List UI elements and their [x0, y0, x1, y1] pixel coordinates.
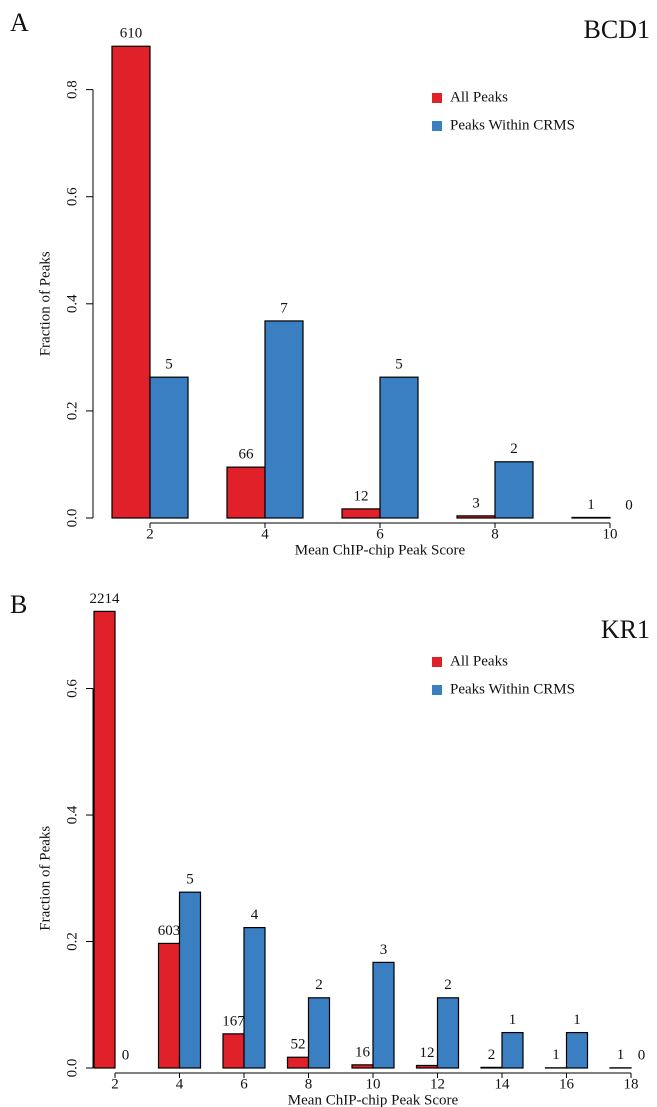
legend-label: All Peaks — [450, 89, 508, 105]
value-label: 12 — [354, 488, 369, 504]
value-label: 2214 — [90, 591, 121, 607]
value-label: 1 — [552, 1047, 560, 1063]
bar — [480, 1066, 503, 1069]
chart-title: BCD1 — [584, 15, 650, 44]
legend-swatch — [432, 93, 442, 103]
bar — [436, 997, 460, 1069]
bar — [222, 1033, 245, 1069]
bar — [351, 1064, 374, 1069]
x-tick-label: 10 — [603, 526, 618, 542]
value-label: 610 — [120, 26, 143, 42]
bar — [565, 1031, 589, 1069]
legend-label: All Peaks — [450, 653, 508, 669]
bar — [226, 466, 266, 519]
value-label: 2 — [444, 977, 452, 993]
value-label: 52 — [291, 1037, 306, 1053]
legend-label: Peaks Within CRMS — [450, 681, 575, 697]
value-label: 2 — [315, 977, 323, 993]
bar — [307, 997, 331, 1069]
x-tick-label: 10 — [366, 1076, 381, 1092]
bar — [372, 961, 395, 1069]
bar — [341, 508, 381, 519]
legend-swatch — [432, 657, 442, 667]
y-tick-label: 0.2 — [64, 402, 80, 421]
value-label: 2 — [510, 441, 518, 457]
value-label: 167 — [222, 1013, 245, 1029]
value-label: 1 — [509, 1012, 517, 1028]
bar — [243, 926, 266, 1069]
value-label: 5 — [186, 872, 194, 888]
legend-label: Peaks Within CRMS — [450, 117, 575, 133]
bar — [264, 320, 304, 519]
value-label: 12 — [420, 1045, 435, 1061]
bar — [494, 461, 534, 519]
bar — [157, 942, 181, 1069]
y-axis-label: Fraction of Peaks — [37, 251, 53, 356]
value-label: 3 — [380, 942, 388, 958]
x-tick-label: 4 — [176, 1076, 184, 1092]
value-label: 2 — [488, 1047, 496, 1063]
y-tick-label: 0.6 — [64, 679, 80, 698]
bar — [501, 1031, 524, 1069]
bar — [286, 1056, 310, 1069]
x-axis-label: Mean ChIP-chip Peak Score — [288, 1092, 459, 1107]
value-label: 1 — [573, 1012, 581, 1028]
y-tick-label: 0.2 — [64, 932, 80, 951]
bar — [456, 515, 496, 519]
value-label: 1 — [617, 1047, 625, 1063]
value-label: 16 — [355, 1044, 371, 1060]
bar — [415, 1064, 439, 1069]
value-label: 66 — [239, 447, 255, 463]
x-tick-label: 16 — [559, 1076, 575, 1092]
bar — [111, 45, 151, 519]
value-label: 0 — [122, 1047, 130, 1063]
value-label: 7 — [280, 300, 288, 316]
value-label: 0 — [625, 497, 633, 513]
y-tick-label: 0.4 — [64, 294, 80, 313]
x-tick-label: 6 — [240, 1076, 248, 1092]
legend-swatch — [432, 121, 442, 131]
panel-letter: B — [10, 590, 27, 619]
value-label: 5 — [395, 357, 403, 373]
y-axis-label: Fraction of Peaks — [37, 826, 53, 931]
x-tick-label: 2 — [111, 1076, 119, 1092]
y-tick-label: 0.0 — [64, 1059, 80, 1078]
value-label: 603 — [158, 923, 181, 939]
y-tick-label: 0.4 — [64, 805, 80, 824]
legend-swatch — [432, 685, 442, 695]
bar — [93, 610, 116, 1069]
x-tick-label: 4 — [261, 526, 269, 542]
x-tick-label: 8 — [491, 526, 499, 542]
y-tick-label: 0.6 — [64, 187, 80, 206]
x-tick-label: 12 — [430, 1076, 445, 1092]
x-tick-label: 18 — [624, 1076, 639, 1092]
bar — [379, 376, 419, 519]
bar — [149, 376, 189, 519]
x-tick-label: 6 — [376, 526, 384, 542]
x-tick-label: 8 — [305, 1076, 313, 1092]
y-tick-label: 0.8 — [64, 80, 80, 99]
value-label: 0 — [638, 1047, 646, 1063]
value-label: 1 — [587, 497, 595, 513]
y-tick-label: 0.0 — [64, 509, 80, 528]
panel-letter: A — [10, 8, 29, 37]
x-tick-label: 14 — [495, 1076, 511, 1092]
x-axis-label: Mean ChIP-chip Peak Score — [295, 542, 466, 558]
chart-title: KR1 — [601, 615, 650, 644]
value-label: 3 — [472, 495, 480, 511]
bar — [571, 516, 611, 519]
value-label: 4 — [251, 907, 259, 923]
x-tick-label: 2 — [146, 526, 154, 542]
value-label: 5 — [165, 357, 173, 373]
bar — [178, 891, 202, 1069]
